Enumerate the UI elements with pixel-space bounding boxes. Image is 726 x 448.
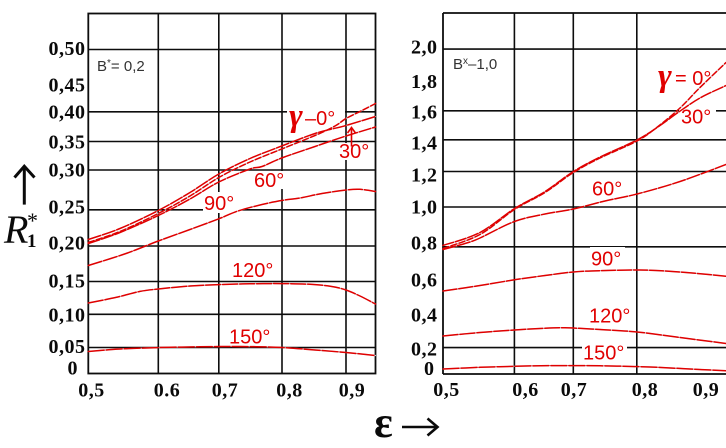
svg-text:Bx–1,0: Bx–1,0 <box>453 56 497 73</box>
svg-text:0: 0 <box>68 358 79 380</box>
svg-text:0,2: 0,2 <box>411 339 438 361</box>
svg-text:0,20: 0,20 <box>49 233 86 255</box>
svg-text:1,6: 1,6 <box>411 102 438 124</box>
svg-text:150°: 150° <box>583 343 624 365</box>
svg-text:1,2: 1,2 <box>411 165 438 187</box>
svg-text:30°: 30° <box>681 107 711 129</box>
svg-text:0,4: 0,4 <box>411 305 438 327</box>
svg-text:γ: γ <box>658 58 672 94</box>
svg-text:0,6: 0,6 <box>411 270 438 292</box>
svg-text:0,15: 0,15 <box>49 271 86 293</box>
svg-text:2,0: 2,0 <box>411 37 438 59</box>
svg-text:B*= 0,2: B*= 0,2 <box>97 58 145 75</box>
svg-text:0,9: 0,9 <box>339 380 366 402</box>
svg-text:1,0: 1,0 <box>411 197 438 219</box>
svg-text:0,6: 0,6 <box>512 379 539 401</box>
svg-text:0,30: 0,30 <box>49 160 86 182</box>
svg-text:0,35: 0,35 <box>49 132 86 154</box>
svg-text:0,7: 0,7 <box>561 379 588 401</box>
svg-text:ε: ε <box>374 398 393 447</box>
svg-text:*: * <box>27 208 38 233</box>
svg-text:120°: 120° <box>589 306 630 328</box>
svg-text:= 0°: = 0° <box>675 68 711 90</box>
svg-text:30°: 30° <box>339 141 369 163</box>
svg-text:1,8: 1,8 <box>411 71 438 93</box>
svg-text:γ: γ <box>289 98 303 134</box>
svg-text:1: 1 <box>27 231 37 252</box>
svg-text:–0°: –0° <box>305 108 335 130</box>
svg-text:60°: 60° <box>592 179 622 201</box>
svg-text:0,10: 0,10 <box>49 305 86 327</box>
svg-text:90°: 90° <box>204 193 234 215</box>
svg-text:0,50: 0,50 <box>49 38 86 60</box>
svg-text:120°: 120° <box>232 260 273 282</box>
svg-text:0,8: 0,8 <box>632 379 659 401</box>
svg-text:0,8: 0,8 <box>276 380 303 402</box>
svg-text:60°: 60° <box>254 170 284 192</box>
svg-text:R: R <box>3 207 28 252</box>
svg-text:150°: 150° <box>229 327 270 349</box>
svg-text:1,4: 1,4 <box>411 133 438 155</box>
svg-text:0: 0 <box>424 358 435 380</box>
svg-text:0,05: 0,05 <box>49 336 86 358</box>
svg-text:0,45: 0,45 <box>49 75 86 97</box>
svg-text:0,9: 0,9 <box>693 379 720 401</box>
svg-text:0,8: 0,8 <box>411 233 438 255</box>
svg-text:0.6: 0.6 <box>154 380 181 402</box>
svg-text:0,40: 0,40 <box>49 101 86 123</box>
svg-text:0,7: 0,7 <box>212 380 239 402</box>
svg-text:0,5: 0,5 <box>78 380 105 402</box>
svg-text:90°: 90° <box>591 249 621 271</box>
svg-text:0,25: 0,25 <box>49 197 86 219</box>
svg-text:0,5: 0,5 <box>433 379 460 401</box>
